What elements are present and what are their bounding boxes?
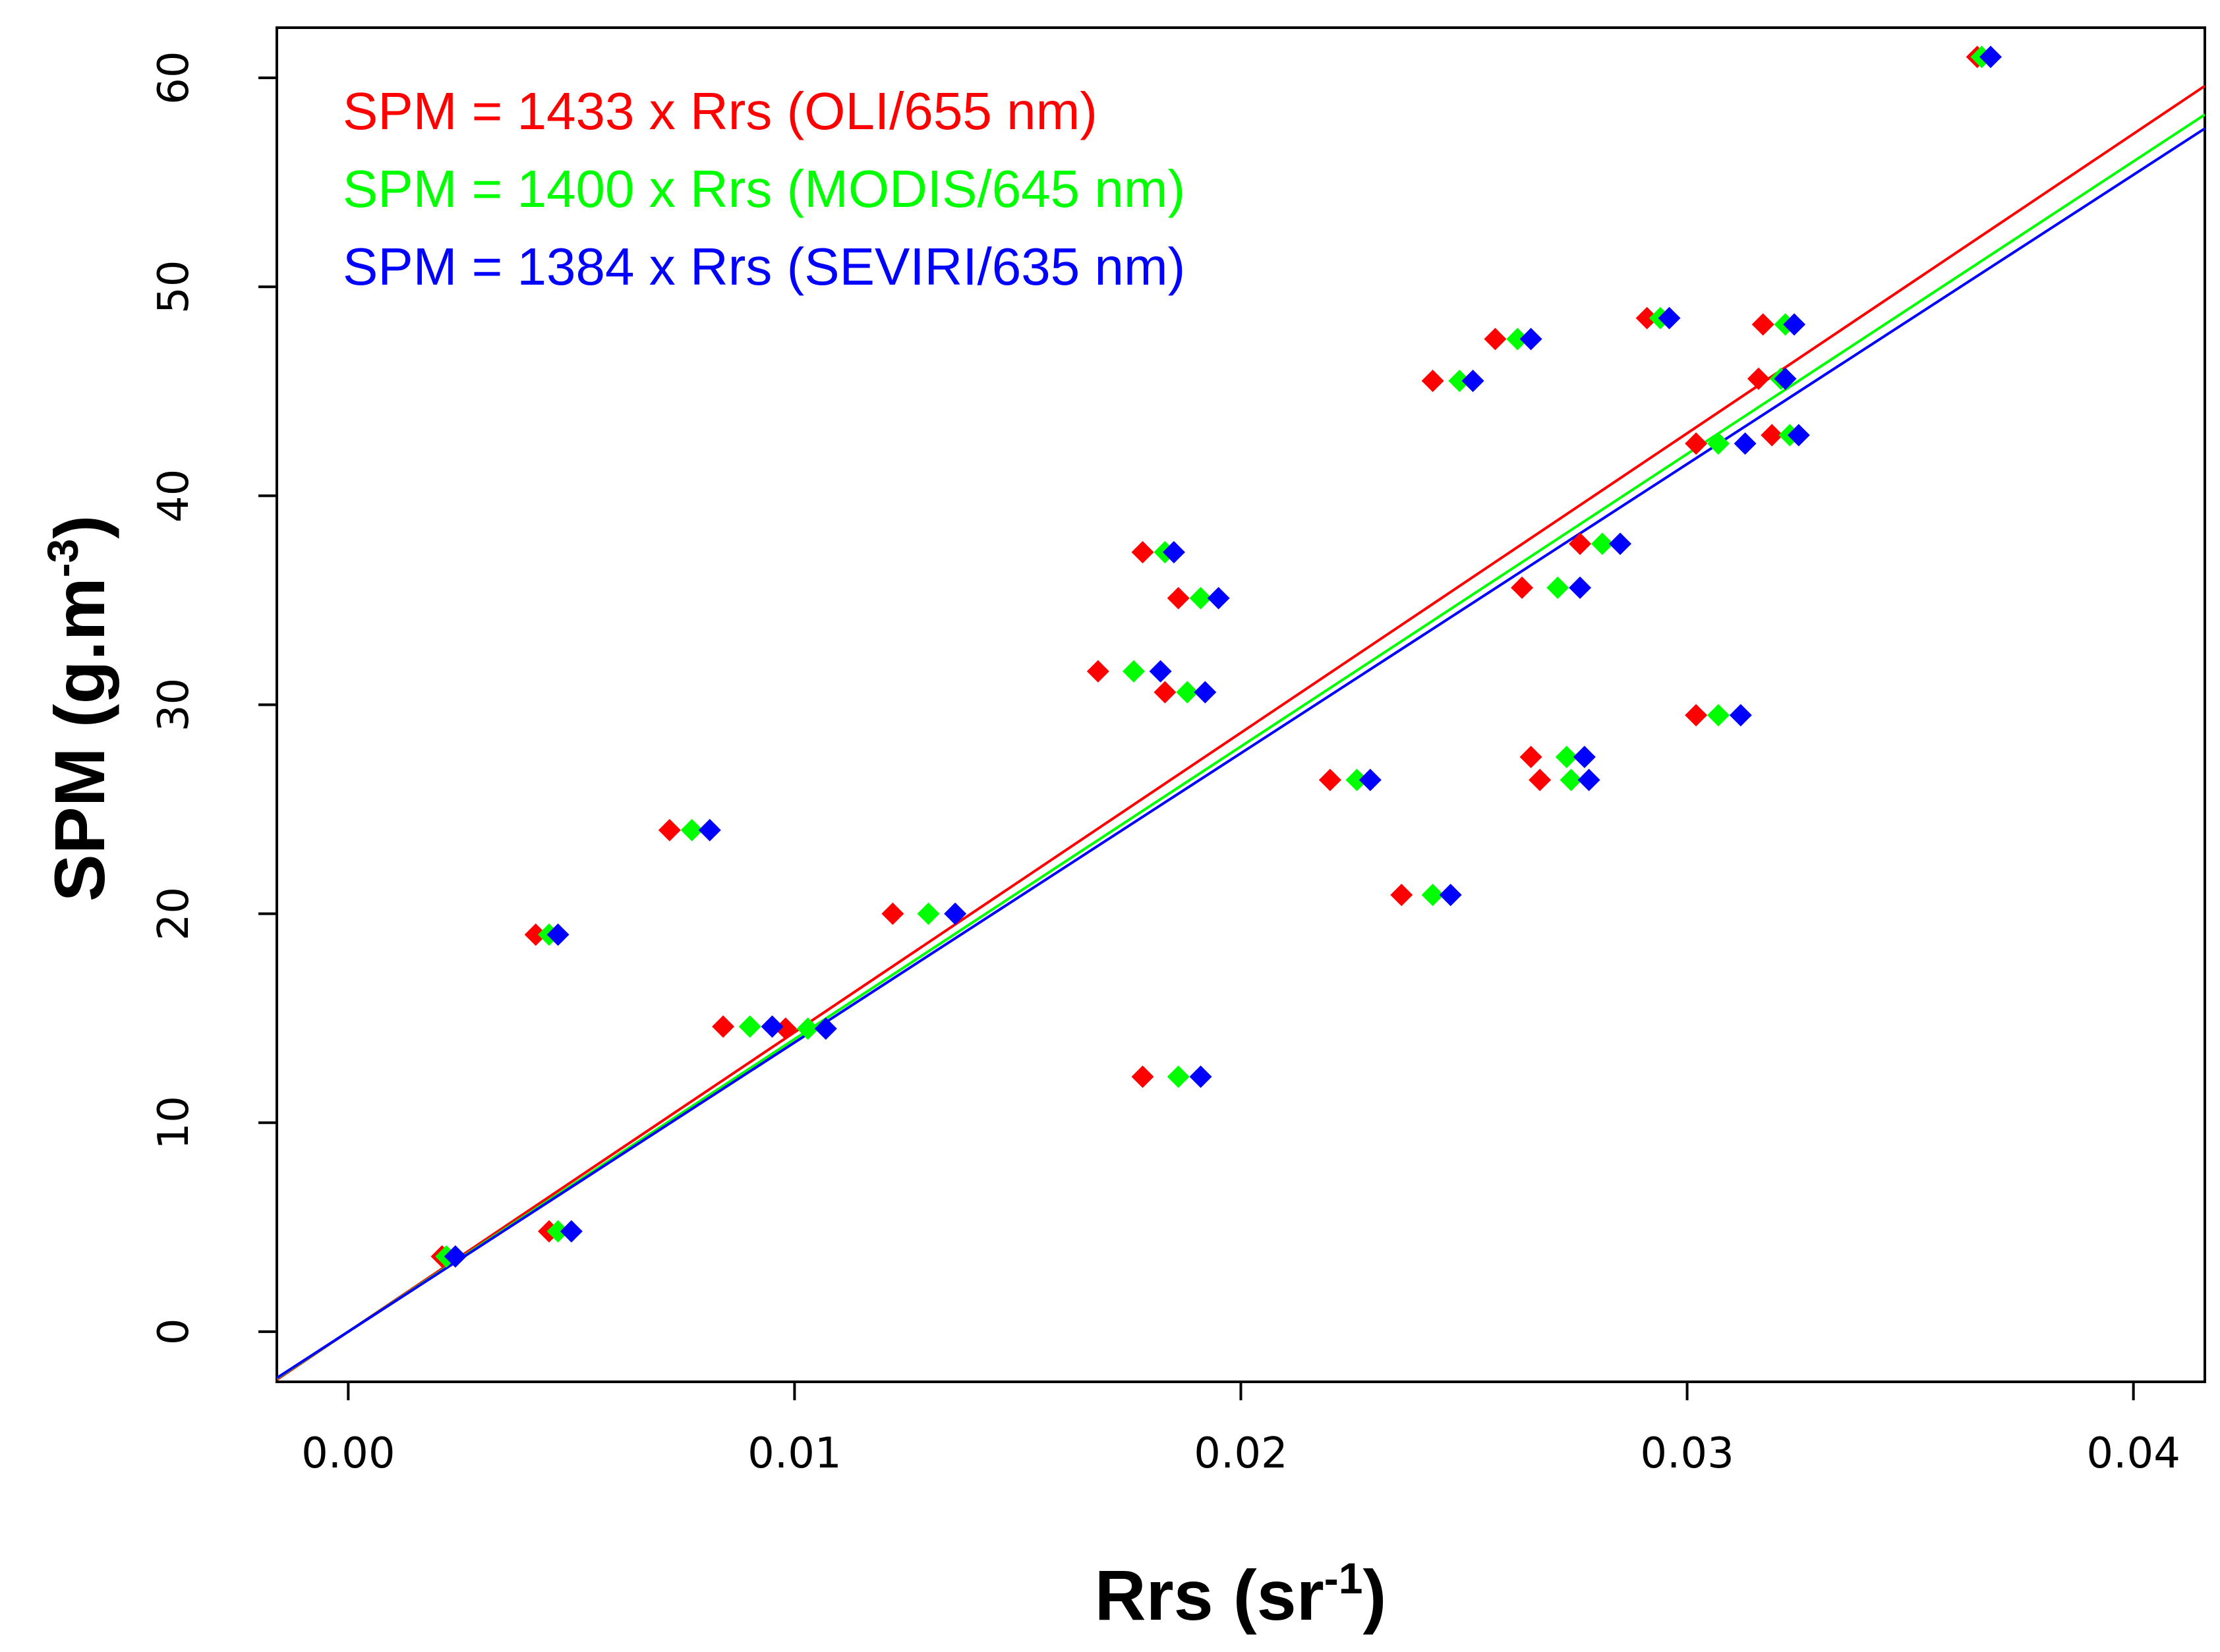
data-point-s3-15 (1729, 704, 1752, 727)
legend: SPM = 1433 x Rrs (OLI/655 nm) SPM = 1400 … (343, 82, 1185, 296)
data-point-s2-18 (1345, 768, 1368, 791)
data-point-s1-6 (1747, 367, 1770, 390)
data-point-s3-4 (1783, 313, 1806, 336)
data-point-s1-16 (1519, 745, 1542, 768)
data-point-s1-22 (524, 923, 547, 946)
data-point-s3-17 (1577, 768, 1600, 791)
data-point-s3-26 (560, 1220, 583, 1243)
data-points (430, 45, 2002, 1268)
x-tick-label: 0.03 (1640, 1429, 1734, 1478)
data-point-s2-14 (1176, 681, 1199, 704)
data-point-s3-9 (1162, 540, 1185, 563)
data-point-s3-1 (1979, 45, 2002, 69)
data-point-s3-18 (1358, 768, 1382, 791)
x-tick-label: 0.01 (747, 1429, 842, 1478)
data-point-s2-21 (917, 902, 940, 925)
data-point-s1-24 (774, 1017, 797, 1040)
regression-line-2 (277, 113, 2205, 1380)
data-point-s3-13 (1149, 660, 1172, 683)
y-tick-label: 0 (150, 1319, 198, 1346)
data-point-s3-14 (1194, 681, 1217, 704)
data-point-s3-6 (1774, 367, 1797, 390)
data-point-s3-24 (814, 1017, 837, 1040)
data-point-s1-10 (1569, 532, 1592, 555)
plot-frame (276, 26, 2206, 1383)
data-point-s1-5 (1421, 369, 1444, 392)
x-tick-label: 0.02 (1194, 1429, 1288, 1478)
y-axis-title: SPM (g.m-3) (38, 515, 119, 902)
data-point-s3-19 (698, 818, 721, 841)
y-tick-label: 30 (150, 678, 198, 731)
data-point-s1-19 (658, 818, 681, 841)
data-point-s3-2 (1658, 306, 1681, 329)
x-tick-label: 0.00 (301, 1429, 395, 1478)
data-point-s3-27 (444, 1245, 467, 1268)
data-point-s1-17 (1529, 768, 1552, 791)
data-point-s2-20 (1421, 884, 1444, 907)
data-point-s3-16 (1573, 745, 1596, 768)
data-point-s1-13 (1086, 660, 1109, 683)
data-point-s2-12 (1189, 586, 1212, 610)
data-point-s1-2 (1635, 306, 1658, 329)
data-point-s2-23 (738, 1015, 761, 1038)
data-point-s1-7 (1685, 432, 1708, 455)
legend-entry-2: SPM = 1400 x Rrs (MODIS/645 nm) (343, 159, 1185, 218)
data-point-s2-10 (1591, 532, 1614, 555)
data-point-s3-22 (546, 923, 570, 946)
regression-line-3 (277, 127, 2205, 1379)
data-point-s1-14 (1154, 681, 1177, 704)
data-point-s3-20 (1439, 884, 1462, 907)
data-point-s1-8 (1761, 424, 1784, 447)
data-point-s3-12 (1207, 586, 1230, 610)
x-tick-label: 0.04 (2086, 1429, 2180, 1478)
y-tick-label: 60 (150, 51, 198, 104)
data-point-s3-21 (944, 902, 967, 925)
data-point-s3-25 (1189, 1065, 1212, 1088)
data-point-s2-25 (1167, 1065, 1190, 1088)
data-point-s1-11 (1511, 576, 1534, 599)
data-point-s3-3 (1519, 328, 1542, 351)
data-point-s2-3 (1506, 328, 1529, 351)
y-tick-label: 10 (150, 1096, 198, 1149)
data-point-s2-7 (1707, 432, 1730, 455)
y-tick-label: 50 (150, 260, 198, 314)
data-point-s2-17 (1560, 768, 1583, 791)
data-point-s1-4 (1751, 313, 1774, 336)
x-axis-title: Rrs (sr-1) (1095, 1554, 1387, 1635)
legend-entry-3: SPM = 1384 x Rrs (SEVIRI/635 nm) (343, 237, 1185, 296)
data-point-s3-23 (761, 1015, 784, 1038)
data-point-s2-13 (1123, 660, 1145, 683)
data-point-s1-9 (1131, 540, 1154, 563)
data-point-s1-12 (1167, 586, 1190, 610)
data-point-s2-11 (1546, 576, 1569, 599)
data-point-s2-15 (1707, 704, 1730, 727)
data-point-s3-10 (1609, 532, 1632, 555)
y-tick-label: 20 (150, 887, 198, 940)
data-point-s3-11 (1569, 576, 1592, 599)
data-point-s2-24 (796, 1017, 819, 1040)
data-point-s3-7 (1734, 432, 1757, 455)
regression-line-1 (277, 84, 2205, 1381)
data-point-s1-23 (712, 1015, 735, 1038)
data-point-s2-16 (1555, 745, 1578, 768)
data-point-s3-8 (1787, 424, 1810, 447)
y-tick-label: 40 (150, 469, 198, 523)
data-point-s2-19 (680, 818, 703, 841)
data-point-s1-21 (881, 902, 904, 925)
y-axis: 0 10 20 30 40 50 60 (150, 51, 277, 1345)
x-axis: 0.00 0.01 0.02 0.03 0.04 (301, 1382, 2180, 1478)
regression-lines (277, 84, 2205, 1381)
data-point-s2-5 (1448, 369, 1471, 392)
data-point-s1-3 (1484, 328, 1507, 351)
data-point-s1-18 (1318, 768, 1341, 791)
data-point-s1-20 (1390, 884, 1413, 907)
data-point-s2-26 (546, 1220, 570, 1243)
data-point-s3-5 (1461, 369, 1484, 392)
data-point-s1-25 (1131, 1065, 1154, 1088)
legend-entry-1: SPM = 1433 x Rrs (OLI/655 nm) (343, 82, 1097, 140)
data-point-s1-15 (1685, 704, 1708, 727)
